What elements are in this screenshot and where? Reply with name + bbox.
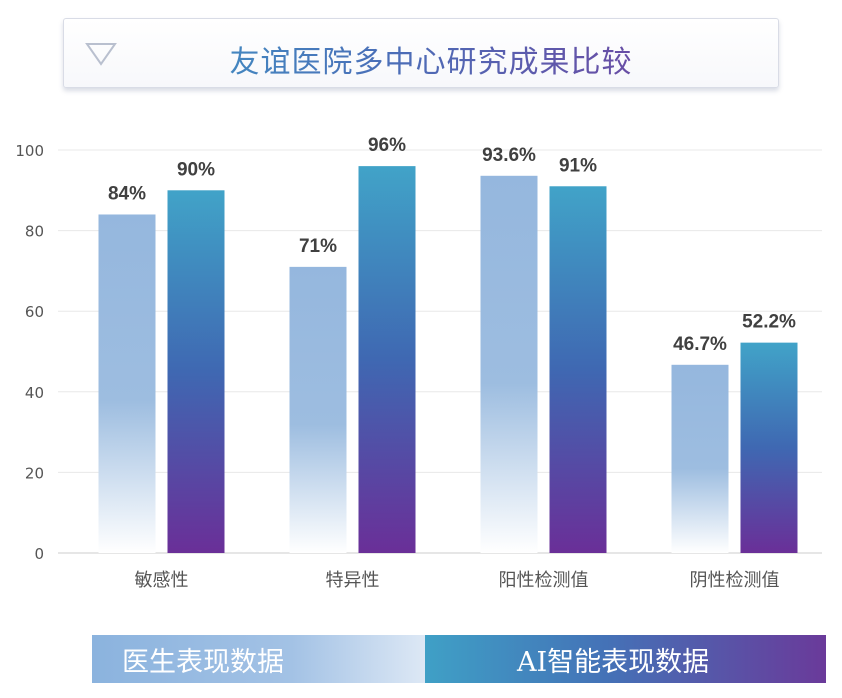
bar-ai — [167, 190, 225, 554]
bar-doctor — [671, 364, 729, 553]
y-tick-label: 20 — [25, 464, 44, 482]
bar-chart: 0 20 40 60 80 100 84% 90% 敏感性 71% 96% 特异性 93.6% 91% 阳性… — [15, 135, 822, 591]
y-tick-label: 100 — [15, 142, 44, 160]
x-tick-label: 阳性检测值 — [499, 570, 589, 591]
y-tick-label: 60 — [25, 303, 44, 321]
bar-doctor — [480, 175, 538, 554]
legend-ai-label: AI智能表现数据 — [517, 646, 710, 678]
data-label: 96% — [368, 135, 406, 156]
data-label: 71% — [299, 236, 337, 257]
x-tick-label: 敏感性 — [135, 570, 189, 591]
y-tick-label: 0 — [34, 545, 44, 563]
x-tick-label: 阴性检测值 — [690, 570, 780, 591]
data-label: 84% — [108, 183, 146, 204]
legend-doctor: 医生表现数据 — [92, 635, 425, 683]
chart-title: 友谊医院多中心研究成果比较 — [64, 37, 778, 81]
bar-ai — [740, 342, 798, 553]
y-tick-label: 80 — [25, 223, 44, 241]
triangle-down-icon — [85, 43, 117, 66]
data-label: 46.7% — [673, 334, 727, 355]
bar-doctor — [98, 214, 156, 554]
bar-doctor — [289, 266, 347, 553]
data-label: 52.2% — [742, 312, 796, 333]
bar-ai — [358, 166, 416, 553]
data-label: 91% — [559, 155, 597, 176]
bar-ai — [549, 186, 607, 553]
data-label: 90% — [177, 159, 215, 180]
chart-title-box: 友谊医院多中心研究成果比较 — [63, 18, 779, 88]
y-tick-label: 40 — [25, 384, 44, 402]
data-label: 93.6% — [482, 145, 536, 166]
x-tick-label: 特异性 — [326, 570, 380, 591]
legend-ai: AI智能表现数据 — [425, 635, 826, 683]
legend-doctor-label: 医生表现数据 — [122, 646, 284, 678]
